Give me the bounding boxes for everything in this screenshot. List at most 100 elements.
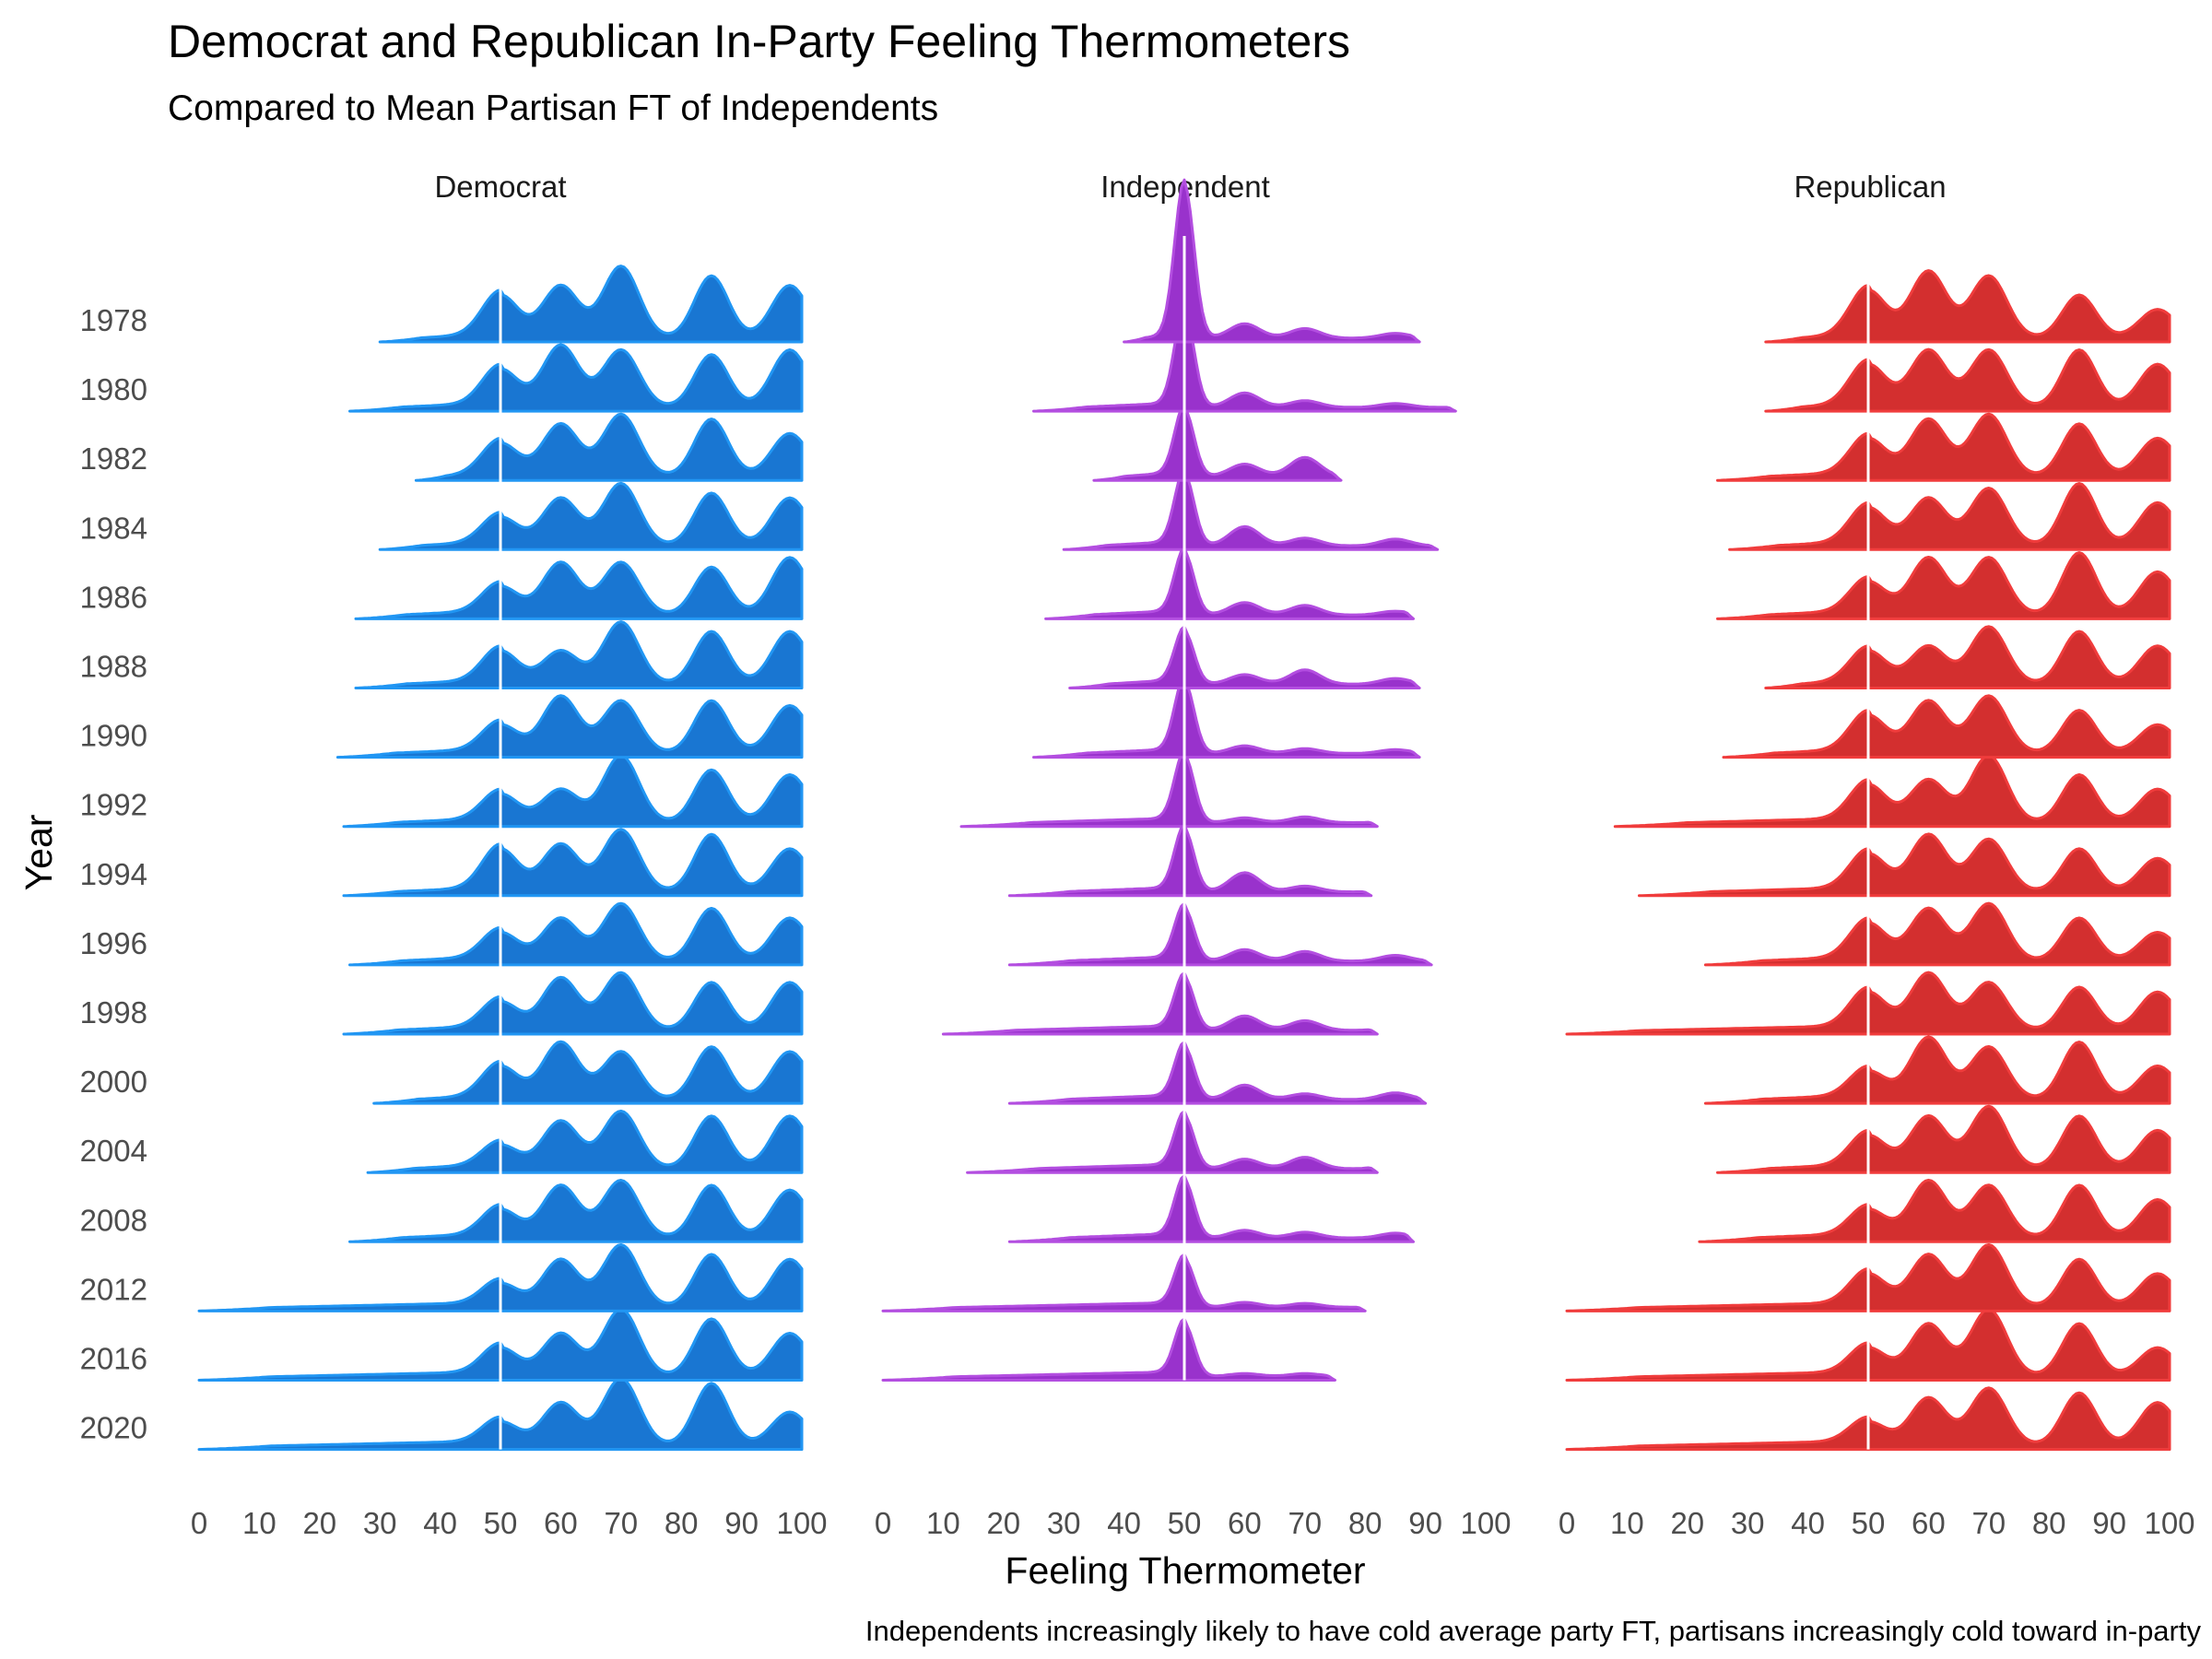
ridge-democrat-1986 — [354, 556, 804, 620]
x-tick-independent-70: 70 — [1288, 1506, 1322, 1540]
x-tick-republican-100: 100 — [2144, 1506, 2194, 1540]
x-tick-independent-0: 0 — [875, 1506, 891, 1540]
x-tick-republican-70: 70 — [1971, 1506, 2006, 1540]
ridge-republican-1988 — [1764, 625, 2171, 689]
y-tick-1988: 1988 — [80, 650, 147, 684]
ridge-republican-1980 — [1764, 347, 2171, 413]
x-tick-republican-60: 60 — [1912, 1506, 1946, 1540]
ridge-republican-1994 — [1638, 832, 2171, 898]
x-tick-republican-0: 0 — [1559, 1506, 1575, 1540]
y-tick-2008: 2008 — [80, 1203, 147, 1237]
ridge-democrat-2012 — [197, 1242, 804, 1312]
ridge-independent-2008 — [1007, 1174, 1415, 1243]
ridge-layer — [197, 178, 2171, 1452]
ridge-republican-1990 — [1722, 694, 2171, 759]
x-tick-republican-90: 90 — [2092, 1506, 2126, 1540]
ridge-democrat-2008 — [348, 1179, 804, 1243]
x-tick-independent-20: 20 — [986, 1506, 1020, 1540]
chart-caption: Independents increasingly likely to have… — [865, 1615, 2202, 1647]
ridge-democrat-2020 — [197, 1377, 804, 1452]
y-axis-title: Year — [18, 815, 60, 891]
y-tick-2016: 2016 — [80, 1342, 147, 1376]
ridge-independent-1980 — [1032, 305, 1457, 413]
year-tick-labels: 1978 1980 1982 1984 1986 1988 1990 1992 1994 1996… — [80, 303, 147, 1445]
chart-title: Democrat and Republican In-Party Feeling… — [168, 16, 1350, 67]
x-tick-independent-40: 40 — [1107, 1506, 1141, 1540]
ridge-republican-2004 — [1716, 1104, 2171, 1174]
y-tick-1986: 1986 — [80, 580, 147, 614]
x-tick-independent-50: 50 — [1168, 1506, 1202, 1540]
x-tick-independent-10: 10 — [926, 1506, 960, 1540]
ridge-independent-1984 — [1062, 467, 1440, 551]
x-tick-republican-80: 80 — [2032, 1506, 2066, 1540]
y-tick-1978: 1978 — [80, 303, 147, 337]
ridge-republican-1982 — [1716, 412, 2171, 482]
x-tick-independent-30: 30 — [1047, 1506, 1081, 1540]
ridge-independent-1982 — [1092, 403, 1343, 482]
ridge-republican-2000 — [1703, 1035, 2171, 1105]
ridge-democrat-2004 — [366, 1109, 804, 1174]
ridge-independent-1978 — [1123, 178, 1421, 344]
ridge-independent-2004 — [966, 1110, 1379, 1174]
panel-label-democrat: Democrat — [434, 170, 566, 204]
ridge-democrat-1984 — [378, 481, 804, 551]
ridge-independent-1988 — [1068, 625, 1421, 689]
y-tick-2012: 2012 — [80, 1272, 147, 1306]
x-tick-democrat-10: 10 — [242, 1506, 276, 1540]
ridge-independent-1994 — [1007, 823, 1373, 898]
ridge-independent-1998 — [941, 971, 1379, 1036]
ridge-democrat-1998 — [342, 971, 804, 1036]
ridge-democrat-1992 — [342, 754, 804, 829]
y-tick-1984: 1984 — [80, 511, 147, 545]
y-tick-1996: 1996 — [80, 926, 147, 960]
x-axis-title: Feeling Thermometer — [1005, 1549, 1365, 1592]
ridge-democrat-2000 — [372, 1040, 804, 1105]
ridge-democrat-1980 — [348, 343, 804, 413]
ridge-republican-1992 — [1613, 754, 2171, 829]
x-tick-independent-100: 100 — [1460, 1506, 1511, 1540]
ridge-independent-1986 — [1044, 546, 1415, 620]
x-tick-labels: 0 10 20 30 40 50 60 70 80 90 100 0 10 20 30 40 50 60 70 80 9… — [191, 1506, 2195, 1540]
x-tick-republican-50: 50 — [1852, 1506, 1886, 1540]
y-tick-1980: 1980 — [80, 372, 147, 406]
ridge-independent-1990 — [1032, 675, 1421, 759]
y-tick-1982: 1982 — [80, 441, 147, 476]
panel-label-republican: Republican — [1794, 170, 1946, 204]
ridge-independent-1992 — [959, 749, 1379, 829]
x-tick-democrat-0: 0 — [191, 1506, 207, 1540]
ridge-democrat-1988 — [354, 620, 804, 689]
x-tick-democrat-50: 50 — [484, 1506, 518, 1540]
x-tick-democrat-40: 40 — [423, 1506, 457, 1540]
x-tick-independent-80: 80 — [1348, 1506, 1382, 1540]
y-tick-1998: 1998 — [80, 995, 147, 1030]
ridge-republican-1978 — [1764, 269, 2171, 344]
x-tick-republican-30: 30 — [1731, 1506, 1765, 1540]
y-tick-2004: 2004 — [80, 1134, 147, 1168]
y-tick-1992: 1992 — [80, 788, 147, 822]
x-tick-democrat-80: 80 — [665, 1506, 699, 1540]
reference-lines — [499, 236, 1870, 1450]
y-tick-1990: 1990 — [80, 719, 147, 753]
x-tick-republican-20: 20 — [1670, 1506, 1704, 1540]
x-tick-democrat-30: 30 — [363, 1506, 397, 1540]
ridge-democrat-1978 — [378, 265, 804, 344]
chart-subtitle: Compared to Mean Partisan FT of Independ… — [168, 88, 938, 128]
ridge-independent-2016 — [881, 1317, 1336, 1382]
ridge-independent-1996 — [1007, 901, 1433, 967]
ridge-democrat-1982 — [414, 412, 804, 482]
ridge-republican-2008 — [1698, 1178, 2171, 1243]
x-tick-democrat-70: 70 — [604, 1506, 638, 1540]
x-tick-democrat-90: 90 — [724, 1506, 759, 1540]
ridge-republican-1986 — [1716, 551, 2171, 620]
y-tick-2000: 2000 — [80, 1065, 147, 1099]
ridge-independent-2000 — [1007, 1041, 1428, 1105]
ridge-republican-1996 — [1703, 901, 2171, 967]
y-tick-1994: 1994 — [80, 857, 147, 891]
ridge-republican-1984 — [1728, 482, 2171, 551]
y-tick-2020: 2020 — [80, 1411, 147, 1445]
x-tick-democrat-20: 20 — [302, 1506, 336, 1540]
x-tick-democrat-60: 60 — [544, 1506, 578, 1540]
ridge-independent-2012 — [881, 1253, 1367, 1312]
x-tick-republican-40: 40 — [1791, 1506, 1825, 1540]
